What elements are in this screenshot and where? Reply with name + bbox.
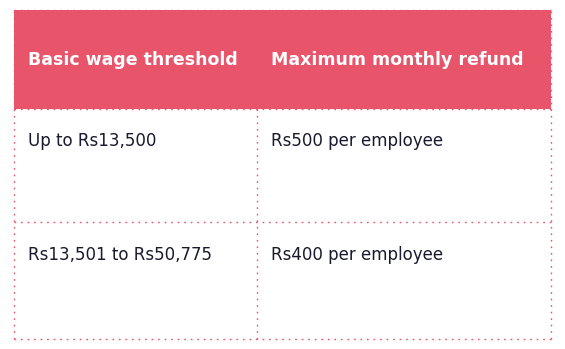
Bar (14, 10, 551, 109)
Text: Maximum monthly refund: Maximum monthly refund (271, 51, 524, 69)
Text: Basic wage threshold: Basic wage threshold (28, 51, 238, 69)
Text: Rs400 per employee: Rs400 per employee (271, 246, 444, 264)
Text: Rs13,501 to Rs50,775: Rs13,501 to Rs50,775 (28, 246, 212, 264)
Text: Up to Rs13,500: Up to Rs13,500 (28, 132, 157, 150)
Bar (14, 109, 551, 339)
Text: Rs500 per employee: Rs500 per employee (271, 132, 444, 150)
